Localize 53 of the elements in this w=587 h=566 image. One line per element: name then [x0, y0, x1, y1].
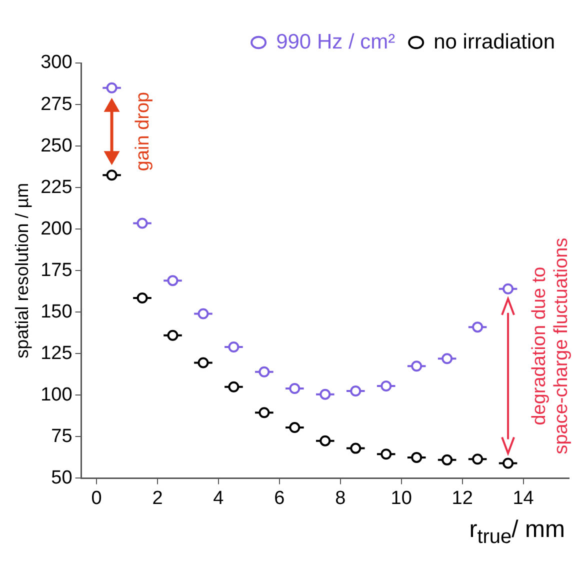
point	[320, 435, 331, 446]
y-tick-label: 250	[40, 135, 72, 156]
x-axis-title: r$_{true}$/ mm	[469, 516, 565, 549]
y-tick-label: 125	[40, 342, 72, 364]
x-tick-label: 0	[91, 488, 102, 509]
y-tick-label: 175	[40, 260, 72, 281]
point	[472, 322, 484, 333]
y-axis-title: spatial resolution / µm	[12, 182, 32, 358]
y-tick-label: 225	[40, 176, 72, 198]
y-tick-label: 275	[40, 94, 72, 115]
y-tick-label: 100	[40, 384, 72, 406]
point	[411, 360, 422, 372]
point	[198, 308, 209, 320]
x-tick-label: 10	[390, 488, 412, 509]
point	[411, 452, 422, 463]
point	[136, 292, 148, 304]
y-tick-label: 150	[40, 301, 72, 322]
point	[442, 353, 453, 364]
point	[320, 388, 331, 400]
x-tick-label: 2	[152, 488, 163, 509]
y-tick-label: 75	[51, 426, 72, 447]
y-tick-label: 300	[40, 52, 72, 74]
point	[106, 82, 118, 94]
point	[258, 407, 270, 418]
x-tick-label: 12	[452, 488, 473, 509]
point	[350, 386, 362, 397]
point	[198, 357, 209, 368]
y-tick-label: 50	[51, 467, 72, 488]
point	[228, 341, 240, 352]
point	[258, 366, 270, 378]
annotation: gain drop	[132, 92, 154, 172]
point	[228, 381, 240, 392]
point	[380, 380, 392, 392]
point	[442, 454, 453, 466]
point	[167, 330, 178, 341]
point	[167, 275, 178, 286]
x-tick-label: 6	[274, 488, 285, 509]
point	[502, 283, 514, 294]
y-tick-label: 200	[40, 218, 72, 240]
legend-label: 990 Hz / cm²	[276, 30, 396, 54]
x-tick-label: 4	[213, 488, 224, 509]
point	[289, 422, 300, 434]
x-tick-label: 14	[512, 488, 534, 509]
point	[380, 448, 392, 460]
annotation: degradation due to space-charge fluctuations	[528, 238, 572, 454]
point	[472, 454, 484, 465]
x-tick-label: 8	[335, 488, 346, 509]
point	[136, 218, 148, 229]
legend-label: no irradiation	[434, 30, 555, 54]
point	[289, 383, 300, 394]
point	[502, 458, 514, 469]
point	[106, 170, 118, 181]
point	[350, 442, 362, 454]
